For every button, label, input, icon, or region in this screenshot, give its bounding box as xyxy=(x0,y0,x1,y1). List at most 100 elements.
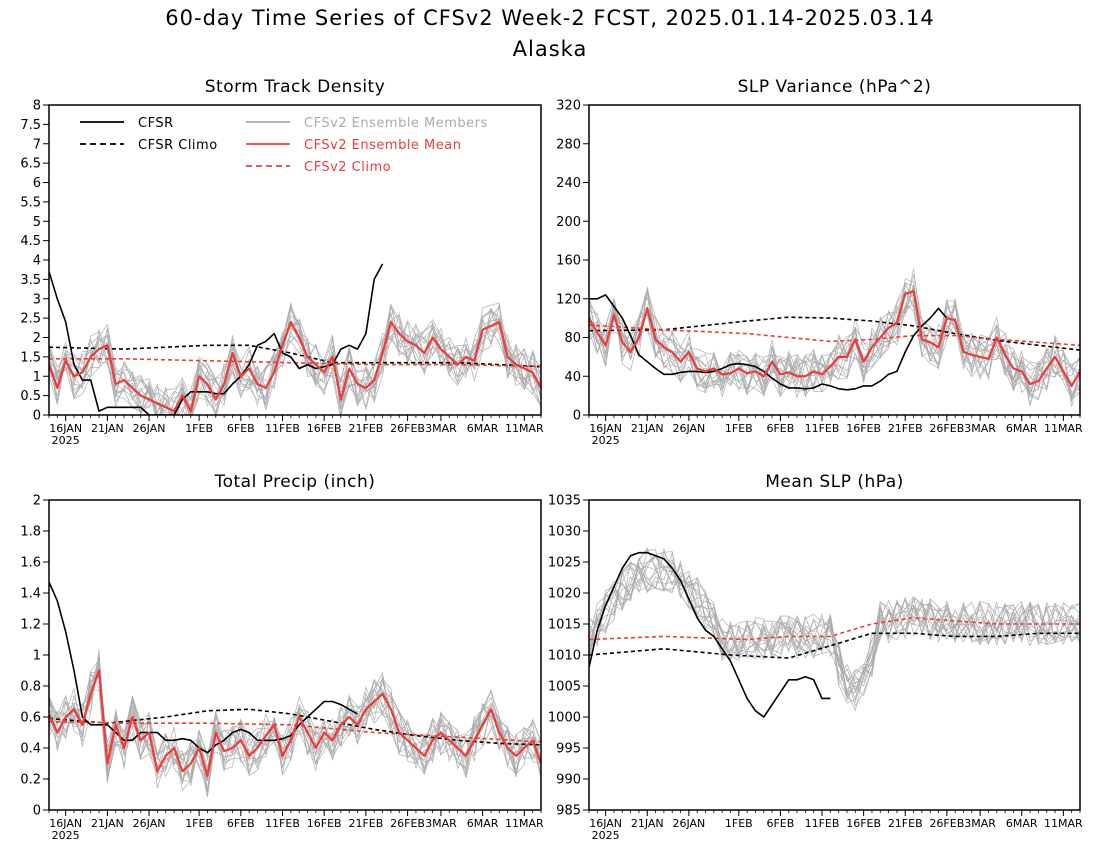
y-tick-label: 0 xyxy=(33,804,41,819)
ensemble-member-line xyxy=(589,549,1080,692)
ensemble-member-line xyxy=(589,560,1080,685)
panel-title: SLP Variance (hPa^2) xyxy=(738,77,932,97)
x-tick-label: 1FEB xyxy=(185,422,213,435)
ensemble-member-line xyxy=(589,554,1080,693)
y-tick-label: 1.5 xyxy=(20,350,41,365)
cfsr-climo-line xyxy=(49,708,541,746)
x-tick-label: 21FEB xyxy=(888,422,923,435)
x-year-label: 2025 xyxy=(52,829,80,842)
plot-frame xyxy=(588,499,1081,811)
x-year-label: 2025 xyxy=(52,434,80,447)
y-tick-label: 200 xyxy=(556,215,581,230)
x-tick-label: 26FEB xyxy=(390,817,425,830)
x-tick-label: 21FEB xyxy=(348,817,383,830)
panel-title: Mean SLP (hPa) xyxy=(765,472,904,492)
panel-title: Storm Track Density xyxy=(205,77,386,97)
y-tick-label: 1015 xyxy=(548,618,581,633)
cfsr-line xyxy=(589,551,831,718)
ensemble-member-line xyxy=(589,290,1080,394)
y-tick-label: 990 xyxy=(556,773,581,788)
y-tick-label: 1 xyxy=(33,370,41,385)
y-tick-label: 8 xyxy=(33,99,41,114)
y-tick-label: 0.2 xyxy=(20,773,41,788)
ensemble-member-line xyxy=(589,564,1080,701)
x-tick-label: 16JAN xyxy=(49,422,82,435)
x-tick-label: 6MAR xyxy=(467,422,499,435)
y-tick-label: 2 xyxy=(33,331,41,346)
y-tick-label: 120 xyxy=(556,292,581,307)
y-tick-label: 4 xyxy=(33,254,41,269)
x-tick-label: 1FEB xyxy=(185,817,213,830)
ensemble-member-line xyxy=(589,282,1080,398)
cfsv2-climo-line xyxy=(589,324,1080,347)
y-tick-label: 1025 xyxy=(548,556,581,571)
legend-label: CFSv2 Ensemble Members xyxy=(304,116,488,131)
y-tick-label: 40 xyxy=(564,370,581,385)
x-tick-label: 6FEB xyxy=(227,422,255,435)
x-tick-label: 11FEB xyxy=(805,422,840,435)
x-tick-label: 6MAR xyxy=(467,817,499,830)
legend: CFSR CFSR Climo CFSv2 Ensemble Members CFSv… xyxy=(80,116,488,175)
x-tick-label: 26FEB xyxy=(929,817,964,830)
y-tick-label: 160 xyxy=(556,254,581,269)
ensemble-members xyxy=(589,547,1080,712)
series-lines xyxy=(589,289,1080,391)
legend-label: CFSv2 Ensemble Mean xyxy=(304,138,461,153)
y-tick-label: 5 xyxy=(33,215,41,230)
x-tick-label: 16JAN xyxy=(49,817,82,830)
ensemble-member-line xyxy=(49,679,541,780)
plot-frame xyxy=(48,104,542,416)
x-tick-label: 3MAR xyxy=(964,817,996,830)
legend-label: CFSR Climo xyxy=(138,138,218,153)
x-tick-label: 21JAN xyxy=(91,422,124,435)
cfsv2-ensemble-mean-line xyxy=(589,289,1080,387)
x-tick-label: 11FEB xyxy=(265,422,300,435)
y-tick-label: 1.6 xyxy=(20,556,41,571)
x-tick-label: 21JAN xyxy=(91,817,124,830)
cfsr-climo-line xyxy=(589,316,1080,351)
x-tick-label: 26JAN xyxy=(672,422,705,435)
x-tick-label: 11MAR xyxy=(505,817,544,830)
y-tick-label: 985 xyxy=(556,804,581,819)
x-tick-label: 26JAN xyxy=(133,817,166,830)
chart-panel: Mean SLP (hPa) 985 990 995 1000 1005 1010 1015 1… xyxy=(548,472,1083,842)
plot-frame xyxy=(588,104,1081,416)
y-tick-label: 1035 xyxy=(548,494,581,509)
figure-title: 60-day Time Series of CFSv2 Week-2 FCST,… xyxy=(165,6,935,30)
x-tick-label: 21FEB xyxy=(348,422,383,435)
x-year-label: 2025 xyxy=(592,829,620,842)
chart-panel: Total Precip (inch) 0 0.2 0.4 0.6 0.8 1 1.2 1.4 1… xyxy=(20,472,544,842)
x-tick-label: 11FEB xyxy=(265,817,300,830)
x-tick-label: 16JAN xyxy=(589,817,622,830)
y-tick-label: 0.6 xyxy=(20,711,41,726)
y-tick-label: 2 xyxy=(33,494,41,509)
ensemble-members xyxy=(49,301,541,415)
chart-panel: Storm Track Density 0 0.5 1 1.5 2 2.5 3 3.5 4 4.5 5… xyxy=(20,77,544,447)
x-tick-label: 1FEB xyxy=(725,422,753,435)
series-lines xyxy=(49,581,541,778)
x-tick-label: 16FEB xyxy=(846,422,881,435)
y-tick-label: 5.5 xyxy=(20,195,41,210)
x-tick-label: 16JAN xyxy=(589,422,622,435)
cfsr-line xyxy=(589,294,948,391)
chart-panel: SLP Variance (hPa^2) 0 40 80 120 160 200 240 280… xyxy=(556,77,1083,447)
y-tick-label: 0.8 xyxy=(20,680,41,695)
y-tick-label: 0.4 xyxy=(20,742,41,757)
y-tick-label: 1.4 xyxy=(20,587,41,602)
cfsv2-ensemble-mean-line xyxy=(49,669,541,778)
ensemble-member-line xyxy=(49,304,541,415)
ensemble-member-line xyxy=(589,284,1080,400)
x-tick-label: 26JAN xyxy=(672,817,705,830)
x-tick-label: 11MAR xyxy=(505,422,544,435)
x-tick-label: 3MAR xyxy=(425,422,457,435)
figure-subtitle: Alaska xyxy=(512,37,588,61)
ensemble-member-line xyxy=(49,301,541,415)
x-year-label: 2025 xyxy=(592,434,620,447)
x-tick-label: 11FEB xyxy=(805,817,840,830)
x-tick-label: 21JAN xyxy=(631,817,664,830)
y-tick-label: 1000 xyxy=(548,711,581,726)
y-tick-label: 2.5 xyxy=(20,312,41,327)
y-tick-label: 7 xyxy=(33,137,41,152)
ensemble-member-line xyxy=(49,302,541,415)
series-lines xyxy=(589,551,1080,718)
